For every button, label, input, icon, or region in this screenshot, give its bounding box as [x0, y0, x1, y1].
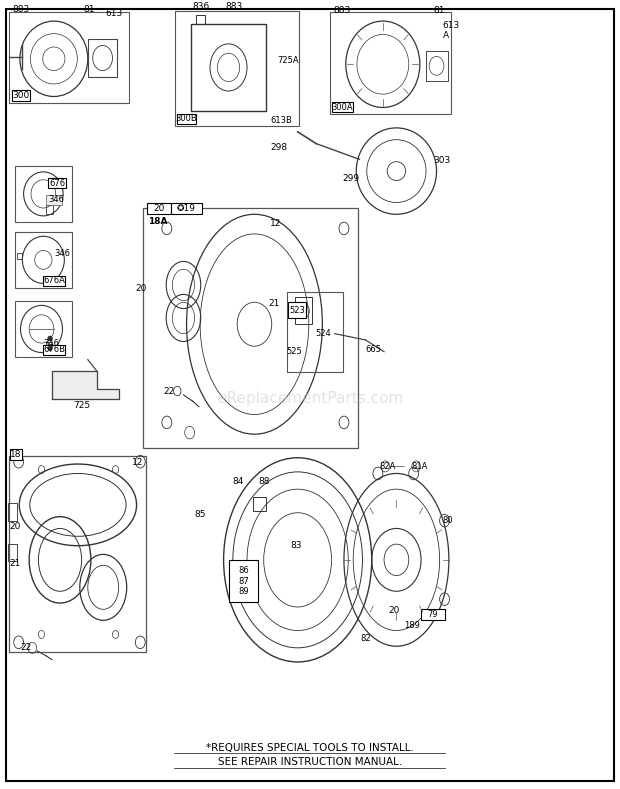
Text: 20: 20 [9, 522, 21, 531]
Bar [46, 195, 62, 205]
Text: 83: 83 [290, 541, 302, 550]
Text: 81: 81 [84, 5, 95, 14]
Bar [46, 342, 52, 350]
Text: ●: ● [47, 345, 53, 351]
Text: 12: 12 [132, 458, 144, 467]
Bar [253, 497, 265, 511]
Text: 303: 303 [433, 156, 451, 166]
Bar [48, 178, 66, 189]
Text: ✪19: ✪19 [177, 204, 196, 213]
Bar [10, 449, 22, 460]
Text: 81: 81 [433, 6, 445, 15]
Bar [421, 608, 445, 619]
Text: 676: 676 [49, 179, 65, 188]
Bar [46, 205, 53, 215]
Text: 22: 22 [163, 387, 174, 395]
Bar [286, 292, 343, 372]
Text: 346: 346 [54, 249, 70, 258]
Text: 676A: 676A [43, 276, 65, 285]
Text: 836: 836 [193, 2, 210, 12]
Bar [88, 39, 117, 77]
Text: A: A [443, 31, 449, 39]
Text: 85: 85 [194, 510, 205, 519]
Text: 21: 21 [9, 559, 21, 568]
Text: 725A: 725A [277, 56, 299, 65]
Text: 12: 12 [270, 219, 281, 228]
Text: 523: 523 [289, 305, 305, 315]
Bar [15, 166, 73, 222]
Text: 300B: 300B [175, 114, 197, 123]
Bar [15, 301, 73, 357]
Bar [229, 560, 258, 602]
Text: 346: 346 [43, 339, 60, 349]
Text: ●: ● [47, 335, 53, 342]
Bar [12, 90, 30, 101]
Text: 613B: 613B [270, 115, 293, 125]
Bar [175, 11, 299, 125]
Bar [143, 208, 358, 448]
Text: 346: 346 [48, 195, 64, 204]
Text: 82: 82 [361, 634, 371, 643]
Text: 20: 20 [135, 284, 146, 294]
Bar [7, 544, 17, 562]
Text: *REQUIRES SPECIAL TOOLS TO INSTALL.: *REQUIRES SPECIAL TOOLS TO INSTALL. [206, 743, 414, 753]
Bar [9, 12, 128, 103]
Text: 22: 22 [20, 643, 31, 653]
Bar [15, 231, 73, 288]
Text: 80: 80 [442, 516, 453, 525]
Text: 613: 613 [105, 9, 122, 17]
Text: 20: 20 [388, 607, 399, 615]
Bar [7, 503, 17, 521]
Text: 86
87
89: 86 87 89 [238, 567, 249, 596]
Text: 300A: 300A [332, 103, 353, 111]
Polygon shape [52, 372, 118, 399]
Bar [17, 252, 22, 259]
Text: 725: 725 [73, 401, 90, 409]
Bar [288, 302, 306, 318]
Bar [294, 297, 312, 324]
Bar [171, 204, 202, 215]
Text: SEE REPAIR INSTRUCTION MANUAL.: SEE REPAIR INSTRUCTION MANUAL. [218, 757, 402, 768]
Text: 665: 665 [366, 345, 381, 354]
Text: eReplacementParts.com: eReplacementParts.com [217, 391, 403, 406]
Bar [196, 15, 205, 24]
Text: 189: 189 [404, 620, 420, 630]
Bar [192, 24, 265, 110]
Bar [330, 12, 451, 114]
Bar [147, 204, 171, 215]
Text: 298: 298 [270, 143, 287, 152]
Text: 524: 524 [315, 329, 330, 338]
Text: 18: 18 [11, 450, 22, 459]
Bar [426, 51, 448, 80]
Bar [43, 275, 65, 286]
Text: 299: 299 [342, 174, 359, 184]
Text: 18A: 18A [148, 217, 167, 226]
Text: 79: 79 [428, 610, 438, 619]
Text: 883: 883 [226, 2, 242, 12]
Text: 21: 21 [268, 298, 280, 308]
Text: 525: 525 [286, 347, 303, 356]
Bar [332, 102, 353, 112]
Text: 84: 84 [232, 477, 244, 486]
Text: 883: 883 [12, 5, 29, 14]
Text: 20: 20 [153, 204, 164, 213]
Bar [177, 114, 196, 124]
Text: 676B: 676B [43, 346, 65, 354]
Text: 300: 300 [12, 92, 30, 100]
Text: 613: 613 [443, 21, 460, 30]
Text: 88: 88 [258, 477, 270, 486]
Bar [43, 345, 65, 355]
Text: 81A: 81A [411, 462, 428, 471]
Text: 883: 883 [334, 6, 351, 15]
Text: 82A: 82A [379, 462, 396, 471]
